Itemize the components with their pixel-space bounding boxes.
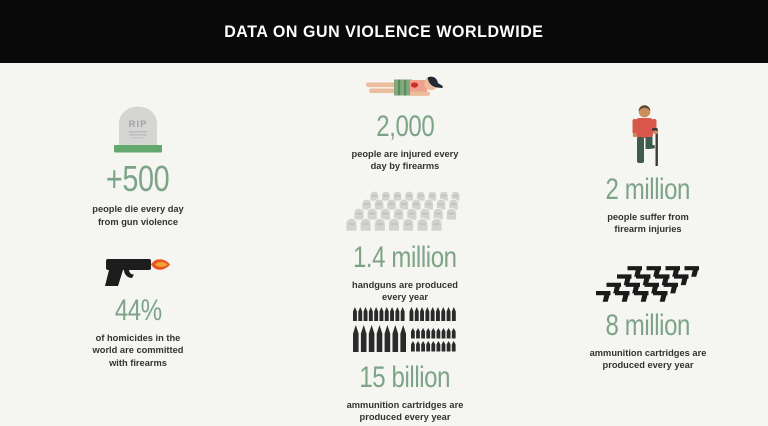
tombstone-icon: RIP bbox=[105, 106, 171, 153]
stat-caption: people suffer from firearm injuries bbox=[607, 211, 689, 235]
injured-person-cane-icon bbox=[628, 104, 668, 167]
stat-block-daily-injuries: 2,000 people are injured every day by fi… bbox=[305, 70, 505, 173]
firing-pistol-icon bbox=[105, 250, 171, 288]
pistol-grid-icon bbox=[596, 264, 700, 303]
stat-caption: ammunition cartridges are produced every… bbox=[346, 399, 464, 423]
rip-label: RIP bbox=[129, 119, 148, 130]
stat-value: +500 bbox=[106, 158, 170, 199]
stat-block-gun-deaths: RIP +500 people die every day from gun v… bbox=[38, 106, 238, 228]
stat-value: 15 billion bbox=[359, 361, 451, 394]
injured-person-lying-icon bbox=[366, 70, 444, 104]
stat-caption: ammunition cartridges are produced every… bbox=[589, 347, 707, 371]
stat-caption: of homicides in the world are committed … bbox=[92, 332, 184, 369]
stat-value: 44% bbox=[114, 294, 162, 327]
stat-caption: people die every day from gun violence bbox=[92, 203, 184, 227]
stat-block-ammunition-15b: 15 billion ammunition cartridges are pro… bbox=[305, 307, 505, 424]
page-title: DATA ON GUN VIOLENCE WORLDWIDE bbox=[224, 21, 544, 41]
stat-block-homicides-share: 44% of homicides in the world are commit… bbox=[38, 250, 238, 370]
stat-block-firearm-injuries: 2 million people suffer from firearm inj… bbox=[548, 104, 748, 236]
stat-value: 8 million bbox=[605, 309, 691, 342]
stat-block-ammunition-8m: 8 million ammunition cartridges are prod… bbox=[548, 264, 748, 372]
header-bar: DATA ON GUN VIOLENCE WORLDWIDE bbox=[0, 0, 768, 63]
stat-block-handguns-produced: 1.4 million handguns are produced every … bbox=[305, 191, 505, 304]
stat-value: 2 million bbox=[605, 173, 691, 206]
stat-caption: handguns are produced every year bbox=[352, 279, 458, 303]
stat-value: 1.4 million bbox=[353, 241, 457, 274]
stat-value: 2,000 bbox=[375, 110, 435, 143]
tombstone-grid-icon bbox=[346, 191, 464, 235]
stat-caption: people are injured every day by firearms bbox=[351, 148, 459, 172]
bullets-grid-icon bbox=[353, 307, 457, 355]
